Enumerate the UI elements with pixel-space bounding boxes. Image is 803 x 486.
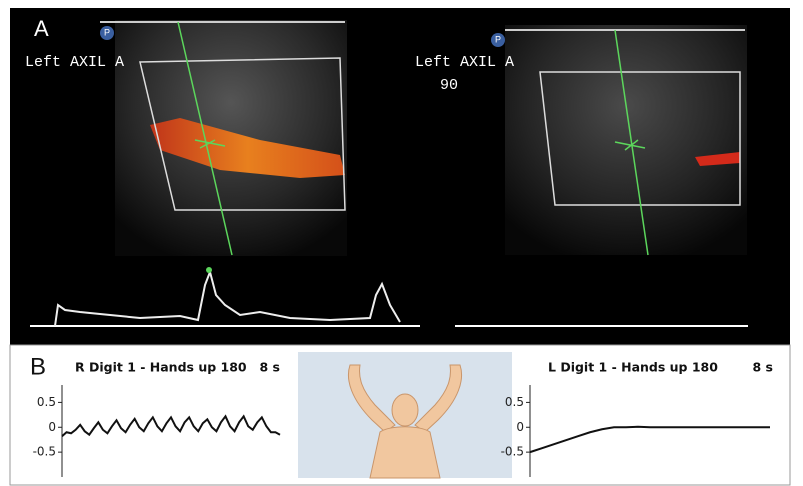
image-label: Left AXIL A bbox=[415, 54, 514, 71]
duration-label: 8 s bbox=[753, 360, 774, 375]
y-tick-label: 0 bbox=[516, 420, 524, 434]
peak-marker bbox=[206, 267, 212, 273]
duration-label: 8 s bbox=[260, 360, 281, 375]
y-tick-label: 0.5 bbox=[505, 395, 524, 409]
chart-title: L Digit 1 - Hands up 180 bbox=[548, 360, 718, 375]
image-label: Left AXIL A bbox=[25, 54, 124, 71]
y-tick-label: -0.5 bbox=[501, 445, 524, 459]
panel-label: A bbox=[34, 16, 49, 41]
right-ultrasound bbox=[505, 25, 747, 255]
figure: P P A Left AXIL A Left AXIL A 90 B R Dig… bbox=[0, 0, 803, 486]
y-tick-label: 0.5 bbox=[37, 395, 56, 409]
probe-marker: P bbox=[104, 27, 110, 37]
page: {"panel_a": {"label": "A", "left_image":… bbox=[0, 0, 803, 486]
probe-marker: P bbox=[495, 34, 501, 44]
chart-title: R Digit 1 - Hands up 180 bbox=[75, 360, 247, 375]
y-tick-label: 0 bbox=[48, 420, 56, 434]
y-tick-label: -0.5 bbox=[33, 445, 56, 459]
angle-label: 90 bbox=[440, 77, 458, 94]
panel-label: B bbox=[30, 353, 46, 380]
